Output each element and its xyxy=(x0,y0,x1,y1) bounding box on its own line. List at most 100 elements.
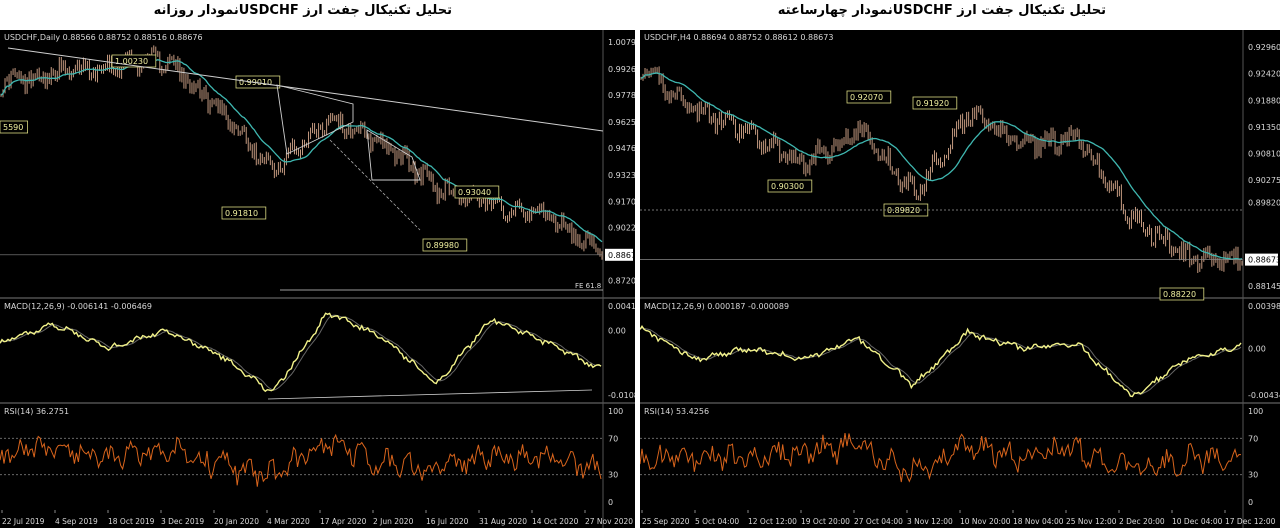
daily-y-tick-label: 0.88676 xyxy=(608,251,635,260)
h4-price-label-box xyxy=(912,96,958,110)
h4-price-label-box xyxy=(767,179,813,193)
h4-macd-tick-label: 0.003986 xyxy=(1248,302,1280,311)
h4-moving-average xyxy=(640,72,1243,260)
daily-dashed-projection xyxy=(329,139,421,231)
h4-rsi-tick-label: 0 xyxy=(1248,498,1253,507)
daily-x-tick-label: 18 Oct 2019 xyxy=(108,517,155,526)
h4-y-tick-label: 0.88673 xyxy=(1248,256,1280,265)
daily-rsi-tick-label: 30 xyxy=(608,471,618,480)
h4-y-tick-label: 0.89820 xyxy=(1248,199,1280,208)
h4-macd-tick-label: -0.004348 xyxy=(1248,391,1280,400)
daily-macd-line xyxy=(0,312,602,393)
h4-price-label: 0.89820 xyxy=(887,206,920,215)
daily-price-label-box xyxy=(235,75,281,89)
daily-macd-tick-label: -0.010833 xyxy=(608,391,635,400)
h4-chart-svg: 0.92960 0.92420 0.91880 0.91350 0.90810 0.902… xyxy=(640,30,1280,528)
daily-price-label-box xyxy=(221,206,267,220)
daily-y-tick-label: 1.00795 xyxy=(608,38,635,47)
daily-fibo-label: FE 61.8 xyxy=(575,282,601,290)
daily-price-label: 0.91810 xyxy=(225,209,258,218)
h4-rsi-tick-label: 30 xyxy=(1248,471,1258,480)
h4-macd-tick-label: 0.00 xyxy=(1248,345,1266,354)
h4-x-tick-label: 3 Nov 12:00 xyxy=(907,517,953,526)
daily-x-tick-label: 27 Nov 2020 xyxy=(585,517,633,526)
daily-rsi-tick-label: 70 xyxy=(608,434,618,443)
h4-y-tick-label: 0.88145 xyxy=(1248,282,1280,291)
h4-x-tick-label: 25 Nov 12:00 xyxy=(1066,517,1117,526)
daily-x-tick-label: 16 Jul 2020 xyxy=(426,517,469,526)
daily-trendline xyxy=(7,47,604,132)
h4-x-tick-label: 17 Dec 12:00 xyxy=(1225,517,1276,526)
right-chart-title: تحلیل تکنیکال جفت ارز USDCHFنمودار چهارس… xyxy=(777,3,1106,18)
daily-price-label: 0.89980 xyxy=(426,241,459,250)
h4-rsi-tick-label: 100 xyxy=(1248,407,1263,416)
daily-y-tick-label: 0.93235 xyxy=(608,171,635,180)
h4-price-pane xyxy=(640,66,1243,273)
h4-rsi-header: RSI(14) 53.4256 xyxy=(644,407,709,416)
h4-y-tick-label: 0.92420 xyxy=(1248,70,1280,79)
daily-x-tick-label: 17 Apr 2020 xyxy=(320,517,367,526)
h4-price-label: 0.91920 xyxy=(916,99,949,108)
daily-rsi-tick-label: 100 xyxy=(608,407,623,416)
h4-price-label: 0.92070 xyxy=(850,93,883,102)
h4-y-tick-label: 0.90275 xyxy=(1248,176,1280,185)
h4-chart-panel: 0.92960 0.92420 0.91880 0.91350 0.90810 0.902… xyxy=(640,30,1280,528)
daily-price-label: 5590 xyxy=(3,123,23,132)
daily-x-tick-label: 2 Jun 2020 xyxy=(373,517,414,526)
h4-x-tick-label: 18 Nov 04:00 xyxy=(1013,517,1064,526)
h4-rsi-tick-label: 70 xyxy=(1248,434,1258,443)
h4-price-label-box xyxy=(1159,287,1205,301)
daily-price-label: 0.93040 xyxy=(458,188,491,197)
h4-x-tick-label: 27 Oct 04:00 xyxy=(854,517,903,526)
h4-x-tick-label: 19 Oct 20:00 xyxy=(801,517,850,526)
daily-wedge-pattern xyxy=(366,129,421,181)
h4-y-tick-label: 0.91350 xyxy=(1248,123,1280,132)
h4-y-tick-label: 0.91880 xyxy=(1248,96,1280,105)
h4-y-tick-label: 0.92960 xyxy=(1248,43,1280,52)
daily-price-label-box xyxy=(454,185,500,199)
daily-x-tick-label: 20 Jan 2020 xyxy=(214,517,259,526)
daily-price-label-box xyxy=(422,238,468,252)
h4-macd-line xyxy=(640,325,1242,398)
daily-macd-signal xyxy=(0,314,601,391)
daily-x-tick-label: 22 Jul 2019 xyxy=(2,517,45,526)
daily-macd-header: MACD(12,26,9) -0.006141 -0.006469 xyxy=(4,302,152,311)
daily-macd-tick-label: 0.00 xyxy=(608,326,626,335)
daily-symbol-header: USDCHF,Daily 0.88566 0.88752 0.88516 0.8… xyxy=(4,33,203,42)
daily-x-tick-label: 4 Sep 2019 xyxy=(55,517,98,526)
daily-y-tick-label: 0.94765 xyxy=(608,144,635,153)
h4-y-tick-label: 0.90810 xyxy=(1248,150,1280,159)
h4-x-tick-label: 12 Oct 12:00 xyxy=(748,517,797,526)
h4-x-tick-label: 10 Nov 20:00 xyxy=(960,517,1011,526)
daily-x-tick-label: 14 Oct 2020 xyxy=(532,517,579,526)
daily-price-pane xyxy=(0,45,603,260)
daily-y-tick-label: 0.91705 xyxy=(608,198,635,207)
h4-rsi-line xyxy=(640,433,1242,483)
daily-rsi-header: RSI(14) 36.2751 xyxy=(4,407,69,416)
daily-rsi-line xyxy=(0,433,602,487)
daily-x-tick-label: 31 Aug 2020 xyxy=(479,517,527,526)
h4-macd-header: MACD(12,26,9) 0.000187 -0.000089 xyxy=(644,302,789,311)
daily-rsi-tick-label: 0 xyxy=(608,498,613,507)
daily-x-tick-label: 4 Mar 2020 xyxy=(267,517,310,526)
daily-current-price-box xyxy=(605,248,633,261)
daily-y-tick-label: 0.99265 xyxy=(608,65,635,74)
h4-symbol-header: USDCHF,H4 0.88694 0.88752 0.88612 0.8867… xyxy=(644,33,833,42)
h4-price-label: 0.90300 xyxy=(771,182,804,191)
daily-x-tick-label: 3 Dec 2019 xyxy=(161,517,204,526)
h4-x-tick-label: 25 Sep 2020 xyxy=(642,517,690,526)
h4-current-price-box xyxy=(1245,253,1278,266)
h4-price-label-box xyxy=(846,90,892,104)
h4-x-tick-label: 10 Dec 04:00 xyxy=(1172,517,1223,526)
h4-x-tick-label: 2 Dec 20:00 xyxy=(1119,517,1165,526)
h4-price-label: 0.88220 xyxy=(1163,290,1196,299)
daily-moving-average xyxy=(0,59,603,243)
daily-macd-tick-label: 0.004101 xyxy=(608,302,635,311)
daily-price-label-box xyxy=(0,120,29,134)
daily-price-label: 1.00230 xyxy=(115,57,148,66)
